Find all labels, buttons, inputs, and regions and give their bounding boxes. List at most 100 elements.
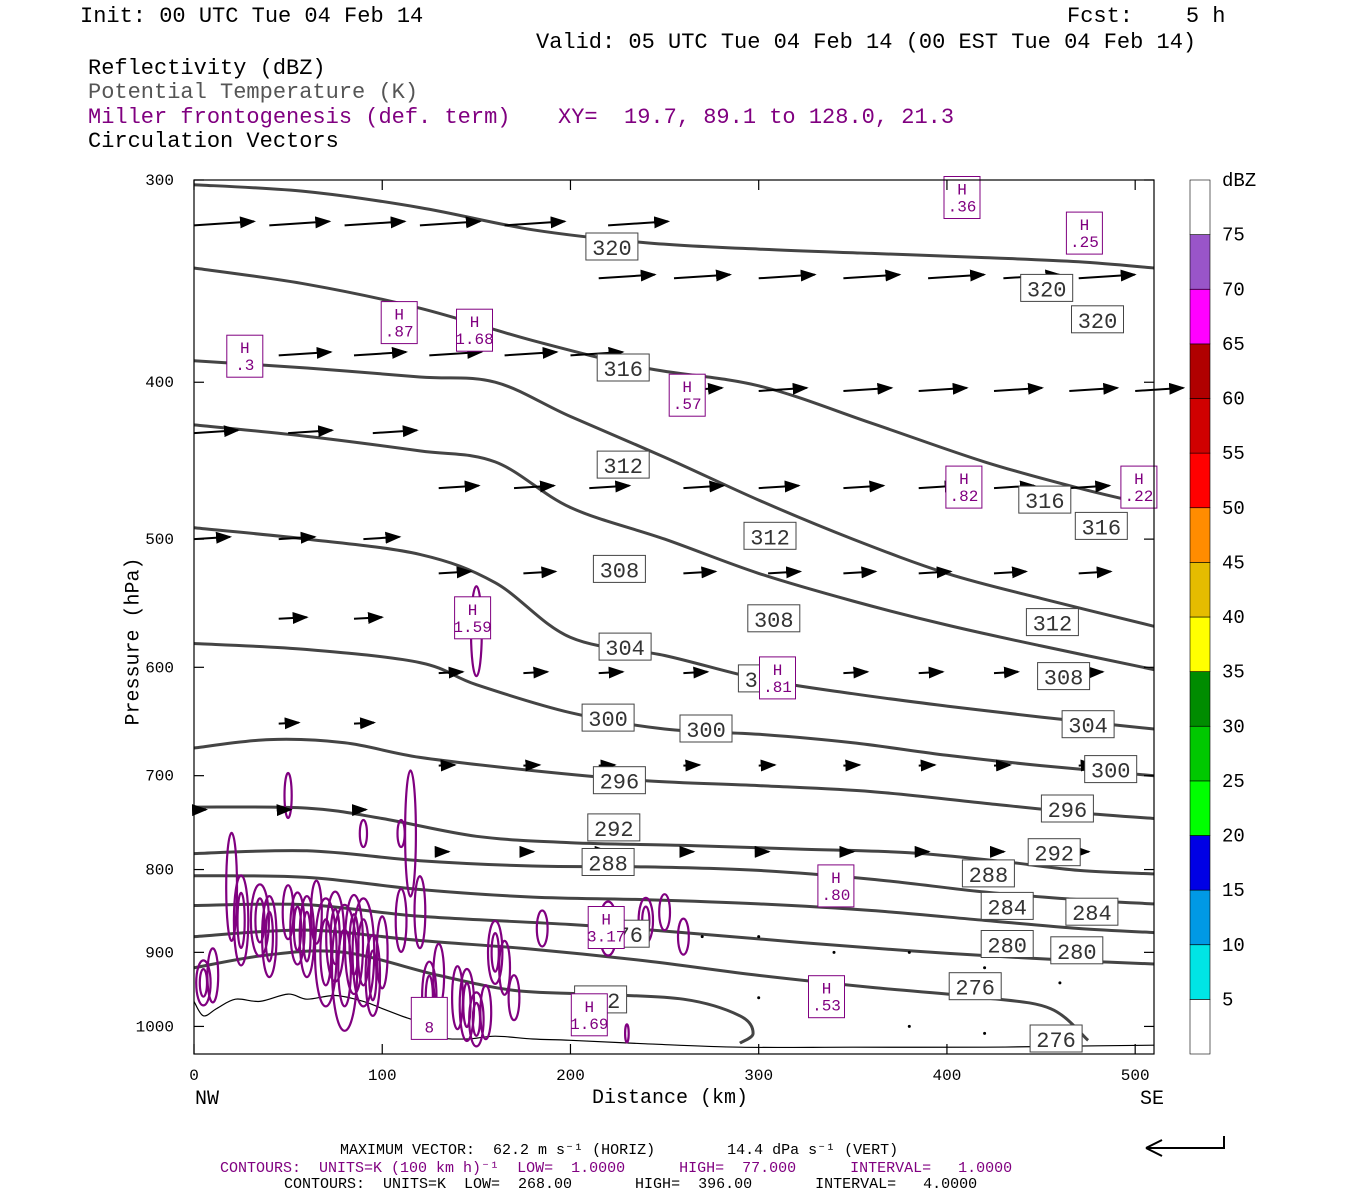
theta-label-box (596, 450, 650, 479)
theta-label-text: 304 (1068, 715, 1108, 740)
theta-label-text: 320 (1027, 278, 1067, 303)
theta-label: 296 (592, 766, 646, 796)
fronto-contour-inner (198, 968, 209, 998)
fronto-max-value: .22 (1124, 488, 1153, 506)
y-tick-label: 800 (145, 862, 174, 880)
fronto-max-letter: H (822, 981, 832, 999)
vector-arrow (843, 566, 878, 579)
vector-arrow (353, 346, 408, 359)
theta-label: 320 (585, 232, 639, 262)
colorbar-segment (1189, 562, 1211, 618)
y-tick-label: 700 (145, 768, 174, 786)
theta-label-text: 296 (1048, 799, 1088, 824)
y-tick-label: 900 (145, 944, 174, 962)
theta-contour-312 (193, 359, 1155, 628)
theta-contour-300 (193, 642, 1155, 778)
fronto-max: H1.59 (453, 596, 492, 640)
fronto-max: H.57 (668, 373, 706, 417)
theta-label-box (592, 554, 646, 583)
vector-arrow (269, 216, 332, 229)
theta-label: 280 (1050, 936, 1104, 966)
vector-stub (983, 1031, 987, 1035)
theta-label-text: 280 (1057, 941, 1097, 966)
vector-arrow (673, 269, 732, 282)
fronto-max: H.22 (1120, 465, 1158, 509)
valid-time: Valid: 05 UTC Tue 04 Feb 14 (00 EST Tue … (536, 30, 1197, 55)
vector-arrow (1069, 480, 1112, 493)
field-theta: Potential Temperature (K) (88, 80, 419, 105)
y-tick-label: 400 (145, 374, 174, 392)
fronto-contour-inner (302, 910, 312, 963)
fronto-contour-inner (254, 897, 266, 944)
theta-label-text: 308 (1044, 667, 1084, 692)
theta-contour-308 (193, 423, 1155, 672)
fronto-max-letter: H (394, 307, 404, 325)
colorbar-label: 55 (1222, 443, 1245, 465)
x-tick-label: 0 (189, 1067, 199, 1085)
theta-label-text: 292 (1034, 843, 1074, 868)
cross-section-endpoints: XY= 19.7, 89.1 to 128.0, 21.3 (558, 105, 955, 130)
fronto-max-box (410, 996, 448, 1040)
theta-label: 316 (596, 353, 650, 383)
field-frontogenesis: Miller frontogenesis (def. term) (88, 105, 511, 130)
theta-label-box (585, 232, 639, 261)
fronto-max-value: .87 (385, 324, 414, 342)
theta-label: 312 (1025, 608, 1079, 638)
vector-stub (907, 1024, 911, 1028)
x-axis-label: Distance (km) (592, 1087, 749, 1110)
x-tick-label: 500 (1121, 1067, 1150, 1085)
vector-arrow (993, 666, 1020, 679)
fronto-max-value: 1.68 (455, 331, 493, 349)
theta-label-box (1018, 485, 1072, 514)
theta-label-box (1037, 662, 1091, 691)
vector-arrow (768, 566, 803, 579)
colorbar-label: 10 (1222, 935, 1245, 957)
vector-arrow (608, 216, 671, 229)
vector-arrow (993, 566, 1028, 579)
fronto-max: H1.68 (455, 308, 494, 352)
colorbar-segment (1189, 944, 1211, 1000)
colorbar-label: 15 (1222, 880, 1245, 902)
theta-contour-info: CONTOURS: UNITS=K LOW= 268.00 HIGH= 396.… (284, 1176, 978, 1193)
field-reflectivity: Reflectivity (dBZ) (88, 56, 326, 81)
fronto-contour (343, 893, 365, 996)
theta-label: 292 (587, 813, 641, 843)
theta-label-text: 320 (592, 237, 632, 262)
colorbar-label: 70 (1222, 279, 1245, 301)
y-axis-label: Pressure (hPa) (122, 557, 146, 726)
theta-label-box (679, 714, 733, 743)
vector-stub (1058, 981, 1062, 985)
fronto-max: H.80 (817, 864, 855, 908)
fronto-max-box (454, 596, 492, 640)
vector-stub (983, 966, 987, 970)
theta-label-box (1040, 794, 1094, 823)
theta-labels: 320 320 320 316 316 316 312 312 312 308 308 308 304 3… (574, 232, 1138, 1054)
theta-label-text: 312 (750, 526, 790, 551)
theta-label-box (598, 632, 652, 661)
fronto-contour (358, 818, 369, 849)
fronto-max: H1.69 (570, 993, 609, 1037)
fronto-max-letter: H (584, 999, 594, 1017)
field-vectors: Circulation Vectors (88, 129, 339, 154)
fronto-max: H.82 (945, 465, 983, 509)
fronto-max-value: 1.59 (453, 619, 491, 637)
theta-label: 308 (592, 554, 646, 584)
vector-stub (832, 950, 836, 954)
fronto-max-letter: H (957, 182, 967, 200)
theta-label: 292 (1027, 838, 1081, 868)
fronto-max-value: .82 (949, 488, 978, 506)
fronto-max: H.36 (943, 176, 981, 219)
theta-label-box (1061, 710, 1115, 739)
fronto-contour (206, 947, 220, 1004)
vector-arrow (598, 666, 625, 679)
vector-arrow (278, 612, 309, 624)
vector-arrow (683, 666, 710, 679)
vector-arrow (598, 759, 617, 772)
theta-label-box (581, 703, 635, 732)
se-end-label: SE (1140, 1088, 1165, 1111)
frontogenesis-maxima: H.36H.25H.87H1.68H.3H.57H.82H.22H1.59H.8… (226, 176, 1158, 1040)
fronto-max-box (587, 906, 625, 949)
fronto-contour-inner (490, 932, 500, 973)
fronto-contour-info: CONTOURS: UNITS=K (100 km h)⁻¹ LOW= 1.00… (220, 1160, 1013, 1177)
theta-label: 316 (1018, 485, 1072, 515)
